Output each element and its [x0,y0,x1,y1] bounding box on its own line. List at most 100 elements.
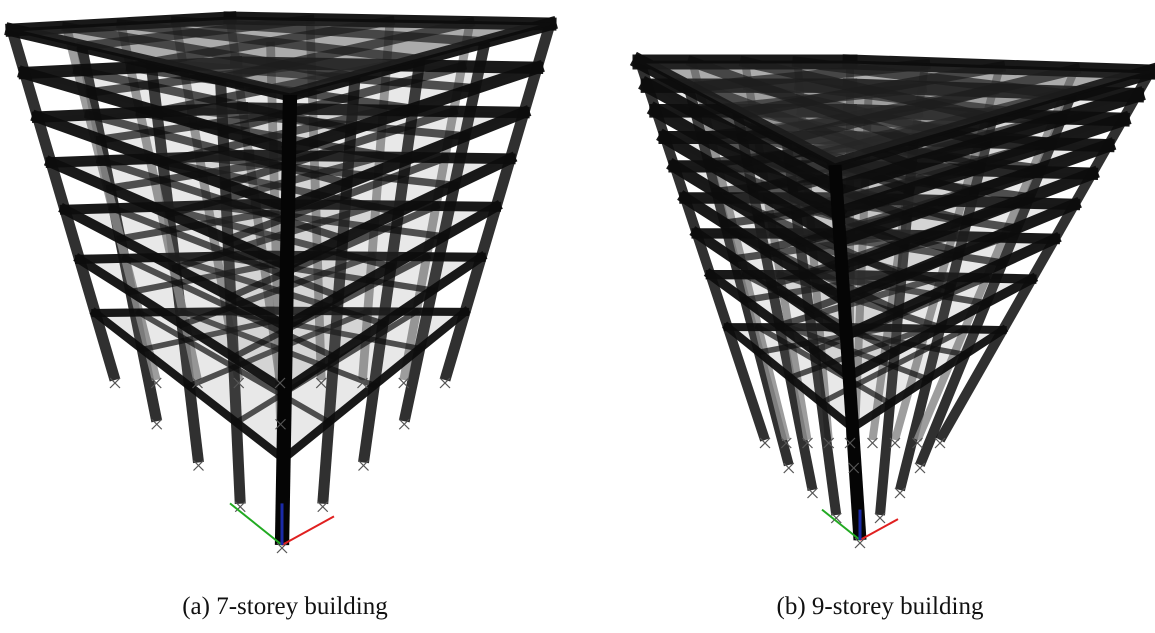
support-icon [912,437,923,449]
beam [638,75,847,199]
support-icon [358,460,369,471]
support-icon [830,512,842,524]
beam [279,151,518,273]
caption-b: (b) 9-storey building [776,593,984,620]
support-icon [233,377,245,389]
caption-a: (a) 7-storey building [182,593,388,620]
beam [279,199,503,333]
beam [836,196,1082,308]
beam [215,17,476,85]
column [895,117,998,492]
support-stroke [802,437,813,449]
beam [280,105,532,215]
beam [43,155,295,273]
beam [157,105,389,167]
support-icon [398,418,410,430]
support-icon [894,487,906,499]
beam [839,231,1062,343]
beam [145,15,396,68]
beam [73,253,292,397]
beam [164,152,385,219]
beam [847,324,1009,434]
support-icon [867,437,878,449]
corner-column [828,164,867,541]
support-icon [317,501,329,513]
support-icon [150,377,162,389]
beam [72,65,357,135]
beam [731,60,1007,120]
support-stroke [823,437,835,449]
support-stroke [192,377,203,389]
beam [229,252,431,362]
panel-a-model-view [4,11,558,554]
frame-group [4,11,558,554]
support-stroke [914,462,926,474]
axis-x [281,515,335,546]
beam [831,137,1117,249]
support-stroke [874,512,886,524]
beam [30,109,296,215]
support-icon [783,462,795,474]
beam [689,226,854,343]
support-icon [780,437,792,449]
column [935,69,1155,443]
support-stroke [109,377,121,389]
beam [277,306,471,465]
beam [83,109,352,189]
support-stroke [807,487,818,499]
support-stroke [317,501,329,513]
support-stroke [867,437,878,449]
support-stroke [844,437,856,449]
support-stroke [934,437,946,449]
support-stroke [780,437,792,449]
beam [685,55,921,149]
beam [171,200,381,273]
support-icon [844,437,856,449]
beam [89,307,290,465]
support-stroke [274,377,286,389]
support-icon [439,377,451,389]
support-stroke [889,437,901,449]
support-stroke [894,487,906,499]
support-stroke [275,418,286,430]
beam [834,165,1100,277]
support-icon [807,487,818,499]
column [635,60,770,442]
support-icon [109,377,121,389]
support-icon [802,437,813,449]
support-stroke [759,437,771,449]
beam [108,203,343,301]
support-icon [276,542,288,554]
beam [646,101,848,223]
support-icon [274,377,286,389]
beam [666,158,851,277]
support-stroke [193,460,204,471]
beam [842,272,1039,383]
beam [786,325,930,382]
support-icon [854,537,866,549]
beam [61,21,361,83]
beam [722,321,859,434]
support-icon [275,418,286,430]
support-icon [151,418,163,430]
support-stroke [854,537,866,549]
support-stroke [233,377,245,389]
beam [754,323,894,408]
support-icon [192,377,203,389]
support-icon [914,462,926,474]
support-icon [934,437,946,449]
beam [281,59,545,159]
support-stroke [398,418,410,430]
support-icon [357,377,368,389]
beam [677,190,852,308]
support-stroke [830,512,842,524]
beam [121,254,339,361]
support-stroke [315,377,327,389]
beam [135,308,333,427]
support-stroke [357,377,368,389]
beam [217,61,468,137]
support-stroke [912,437,923,449]
beam [656,128,849,249]
beam [703,268,856,383]
